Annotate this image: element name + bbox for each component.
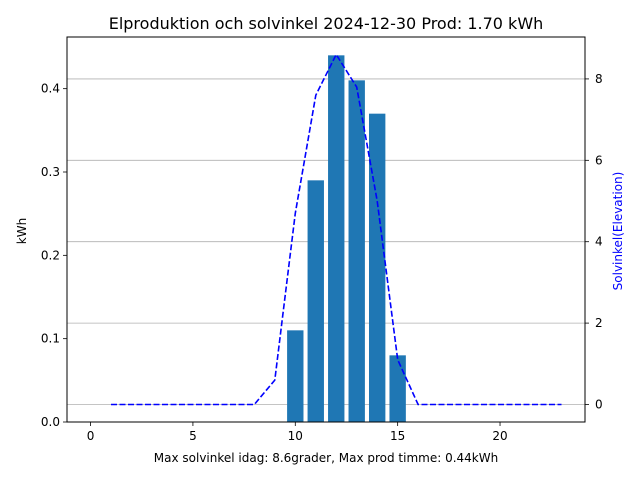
y-tick-label: 0.2 xyxy=(41,248,60,262)
bar xyxy=(287,330,304,422)
x-tick-label: 20 xyxy=(492,429,507,443)
elevation-series xyxy=(111,52,562,406)
x-tick-label: 15 xyxy=(390,429,405,443)
y2-tick-label: 0 xyxy=(595,398,603,412)
bar-series xyxy=(287,55,406,423)
y-tick-label: 0.3 xyxy=(41,165,60,179)
x-axis-label: Max solvinkel idag: 8.6grader, Max prod … xyxy=(154,451,498,465)
y-tick-label: 0.4 xyxy=(41,82,60,96)
y-tick-label: 0.1 xyxy=(41,332,60,346)
y-tick-label: 0.0 xyxy=(41,415,60,429)
elevation-line xyxy=(111,52,562,406)
x-tick-label: 10 xyxy=(288,429,303,443)
y2-axis-label: Solvinkel(Elevation) xyxy=(611,172,625,291)
bar xyxy=(307,180,324,422)
y2-tick-label: 4 xyxy=(595,235,603,249)
x-tick-label: 5 xyxy=(189,429,197,443)
y2-tick-label: 6 xyxy=(595,153,603,167)
y2-tick-label: 2 xyxy=(595,316,603,330)
grid-lines xyxy=(67,78,585,405)
y-axis-ticks: 0.0 0.1 0.2 0.3 0.4 xyxy=(41,82,67,429)
y-axis-label: kWh xyxy=(15,218,29,244)
y2-tick-label: 8 xyxy=(595,72,603,86)
bar xyxy=(328,55,345,422)
x-axis-ticks: 0 5 10 15 20 xyxy=(87,422,508,443)
chart-title: Elproduktion och solvinkel 2024-12-30 Pr… xyxy=(109,14,544,33)
x-tick-label: 0 xyxy=(87,429,95,443)
bar xyxy=(389,355,406,422)
bar xyxy=(348,80,365,422)
bar xyxy=(368,113,386,423)
y2-axis-ticks: 0 2 4 6 8 xyxy=(585,72,603,412)
plot-frame xyxy=(66,36,586,423)
